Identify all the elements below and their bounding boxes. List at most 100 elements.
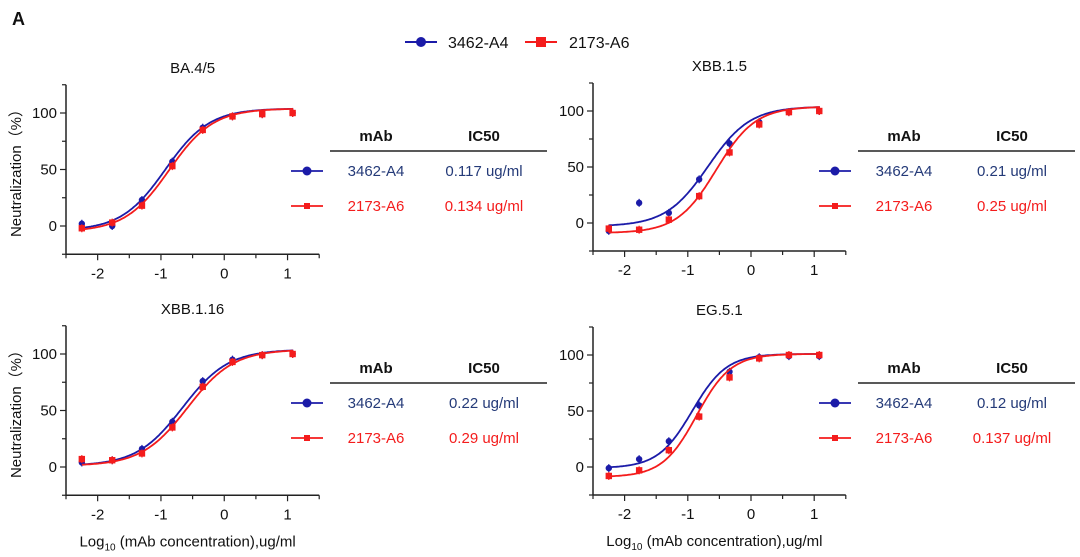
data-point xyxy=(665,209,673,217)
chart-panel-XBB.1.16: XBB.1.16 0 50 100 -2 -1 0 1 Neutralization（%） Log… xyxy=(8,301,547,553)
data-point xyxy=(605,464,612,472)
x-tick-label: 1 xyxy=(283,265,291,282)
row-square-marker-icon xyxy=(832,435,838,441)
x-tick-label: -2 xyxy=(618,506,631,523)
data-point xyxy=(785,351,793,359)
table-row: 2173-A6 0.29 ug/ml xyxy=(291,430,519,447)
data-point xyxy=(695,176,703,183)
panel-title: XBB.1.5 xyxy=(692,58,747,75)
series-3462-A4 xyxy=(605,352,823,473)
table-row: 3462-A4 0.22 ug/ml xyxy=(291,395,519,412)
y-tick-label: 100 xyxy=(32,346,57,363)
data-point xyxy=(756,355,763,362)
y-tick-label: 50 xyxy=(40,162,57,179)
table-header-ic50: IC50 xyxy=(468,360,500,377)
series-3462-A4 xyxy=(78,107,296,230)
data-point xyxy=(756,121,763,128)
x-tick-label: 0 xyxy=(747,262,755,279)
y-tick-label: 0 xyxy=(49,218,57,235)
table-cell-mab: 3462-A4 xyxy=(348,395,405,412)
table-header-mab: mAb xyxy=(359,128,392,145)
y-tick-label: 0 xyxy=(576,459,584,476)
table-header-mab: mAb xyxy=(359,360,392,377)
panel-title: XBB.1.16 xyxy=(161,301,224,318)
data-point xyxy=(199,126,206,134)
table-cell-ic50: 0.29 ug/ml xyxy=(449,430,519,447)
table-row: 3462-A4 0.12 ug/ml xyxy=(819,395,1047,412)
x-tick-label: 1 xyxy=(810,262,818,279)
table-cell-ic50: 0.134 ug/ml xyxy=(445,198,523,215)
panel-title: EG.5.1 xyxy=(696,302,743,319)
table-cell-ic50: 0.117 ug/ml xyxy=(445,163,522,180)
data-point xyxy=(726,374,733,381)
data-point xyxy=(635,467,643,474)
series-3462-A4 xyxy=(605,106,823,235)
legend-label: 3462-A4 xyxy=(448,35,509,52)
data-point xyxy=(785,108,793,116)
panel-title: BA.4/5 xyxy=(170,60,215,77)
series-2173-A6 xyxy=(78,349,296,466)
data-point xyxy=(289,350,296,358)
row-square-marker-icon xyxy=(304,203,310,209)
chart-panel-XBB.1.5: XBB.1.5 0 50 100 -2 -1 0 1 mAb IC50 3462-A4 0.21 ug… xyxy=(559,58,1075,279)
table-header-ic50: IC50 xyxy=(996,128,1028,145)
data-point xyxy=(199,377,206,385)
data-point xyxy=(635,226,643,233)
data-point xyxy=(78,225,86,232)
legend-square-marker-icon xyxy=(536,37,546,47)
data-point xyxy=(816,107,823,115)
x-tick-label: -2 xyxy=(91,265,104,282)
x-axis-label: Log10 (mAb concentration),ug/ml xyxy=(79,533,295,553)
y-tick-label: 100 xyxy=(559,103,584,120)
table-cell-mab: 3462-A4 xyxy=(876,395,933,412)
data-point xyxy=(259,351,266,359)
table-row: 3462-A4 0.117 ug/ml xyxy=(291,163,523,180)
table-header-ic50: IC50 xyxy=(468,128,500,145)
y-tick-label: 100 xyxy=(32,105,57,122)
table-cell-ic50: 0.137 ug/ml xyxy=(973,430,1051,447)
data-point xyxy=(138,450,146,457)
ic50-table: mAb IC50 3462-A4 0.12 ug/ml 2173-A6 0.137 ug/… xyxy=(819,360,1075,447)
fit-curve xyxy=(81,107,294,229)
fit-curve xyxy=(608,106,820,234)
data-point xyxy=(665,216,673,223)
fit-curve xyxy=(81,108,294,231)
table-cell-ic50: 0.21 ug/ml xyxy=(977,163,1047,180)
row-circle-marker-icon xyxy=(830,166,840,176)
y-tick-label: 0 xyxy=(49,459,57,476)
row-square-marker-icon xyxy=(304,435,310,441)
data-point xyxy=(169,424,176,431)
row-circle-marker-icon xyxy=(302,166,312,176)
table-cell-ic50: 0.12 ug/ml xyxy=(977,395,1047,412)
x-tick-label: -2 xyxy=(91,506,104,523)
y-axis-label: Neutralization（%） xyxy=(8,102,25,237)
chart-panel-BA.4/5: BA.4/5 0 50 100 -2 -1 0 1 Neutralization（%） mAb IC… xyxy=(8,60,547,282)
ic50-table: mAb IC50 3462-A4 0.22 ug/ml 2173-A6 0.29 ug/m… xyxy=(291,360,547,447)
chart-panel-EG.5.1: EG.5.1 0 50 100 -2 -1 0 1 Log10 (mAb concentrati… xyxy=(559,302,1075,553)
x-tick-label: 0 xyxy=(747,506,755,523)
x-tick-label: -1 xyxy=(681,506,694,523)
table-header-mab: mAb xyxy=(887,360,920,377)
table-cell-ic50: 0.25 ug/ml xyxy=(977,198,1047,215)
x-tick-label: 0 xyxy=(220,506,228,523)
data-point xyxy=(229,113,236,120)
x-tick-label: -1 xyxy=(154,265,167,282)
data-point xyxy=(665,447,673,454)
table-header-mab: mAb xyxy=(887,128,920,145)
legend-circle-marker-icon xyxy=(416,37,426,47)
data-point xyxy=(695,413,703,420)
x-tick-label: -2 xyxy=(618,262,631,279)
data-point xyxy=(726,140,733,147)
x-tick-label: 1 xyxy=(810,506,818,523)
legend-label: 2173-A6 xyxy=(569,35,630,52)
data-point xyxy=(109,219,116,226)
y-tick-label: 50 xyxy=(40,403,57,420)
table-row: 2173-A6 0.137 ug/ml xyxy=(819,430,1051,447)
fit-curve xyxy=(608,353,820,469)
data-point xyxy=(605,225,612,232)
data-point xyxy=(665,438,673,445)
data-point xyxy=(169,162,176,170)
ic50-table: mAb IC50 3462-A4 0.117 ug/ml 2173-A6 0.134 ug… xyxy=(291,128,547,215)
fit-curve xyxy=(608,106,820,227)
figure-label: A xyxy=(12,9,25,29)
